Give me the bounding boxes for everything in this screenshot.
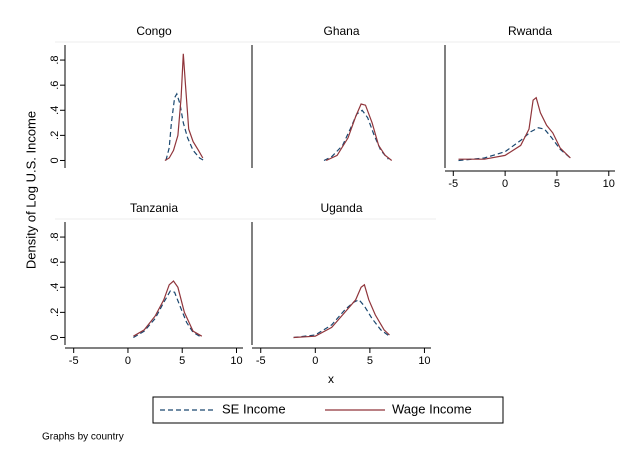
density-line: [293, 283, 390, 339]
panel-title: Uganda: [320, 201, 362, 215]
x-tick-label: 0: [312, 355, 318, 367]
y-tick-label: .6: [49, 81, 61, 90]
y-axis-label: Density of Log U.S. Income: [23, 111, 38, 269]
x-tick-label: -5: [448, 178, 458, 190]
panel-title: Rwanda: [508, 24, 552, 38]
y-tick-label: .8: [49, 55, 61, 64]
note: Graphs by country: [42, 432, 124, 443]
x-tick-label: -5: [69, 355, 79, 367]
x-tick-label: 0: [502, 178, 508, 190]
density-line: [458, 96, 571, 160]
y-tick-label: 0: [49, 157, 61, 163]
panel-title: Tanzania: [130, 201, 178, 215]
x-tick-label: 5: [367, 355, 373, 367]
x-tick-label: 5: [554, 178, 560, 190]
panel-title: Ghana: [323, 24, 359, 38]
x-tick-label: 10: [603, 178, 615, 190]
y-tick-label: .8: [49, 232, 61, 241]
y-tick-label: .2: [49, 308, 61, 317]
y-tick-label: .2: [49, 131, 61, 140]
density-line: [323, 109, 389, 162]
y-tick-label: .4: [49, 106, 61, 115]
x-tick-label: -5: [256, 355, 266, 367]
y-tick-label: .4: [49, 283, 61, 292]
legend-label: Wage Income: [392, 401, 472, 416]
density-line: [293, 299, 390, 339]
panel-title: Congo: [136, 24, 172, 38]
density-line: [133, 280, 203, 337]
x-tick-label: 10: [418, 355, 430, 367]
y-tick-label: .6: [49, 258, 61, 267]
x-tick-label: 10: [230, 355, 242, 367]
density-line: [164, 53, 204, 162]
density-line: [325, 103, 393, 162]
density-line: [165, 92, 205, 162]
y-tick-label: 0: [49, 334, 61, 340]
density-line: [458, 127, 571, 162]
x-axis-label: x: [328, 372, 334, 386]
legend-label: SE Income: [222, 401, 286, 416]
x-tick-label: 0: [125, 355, 131, 367]
density-line: [133, 290, 203, 339]
x-tick-label: 5: [179, 355, 185, 367]
